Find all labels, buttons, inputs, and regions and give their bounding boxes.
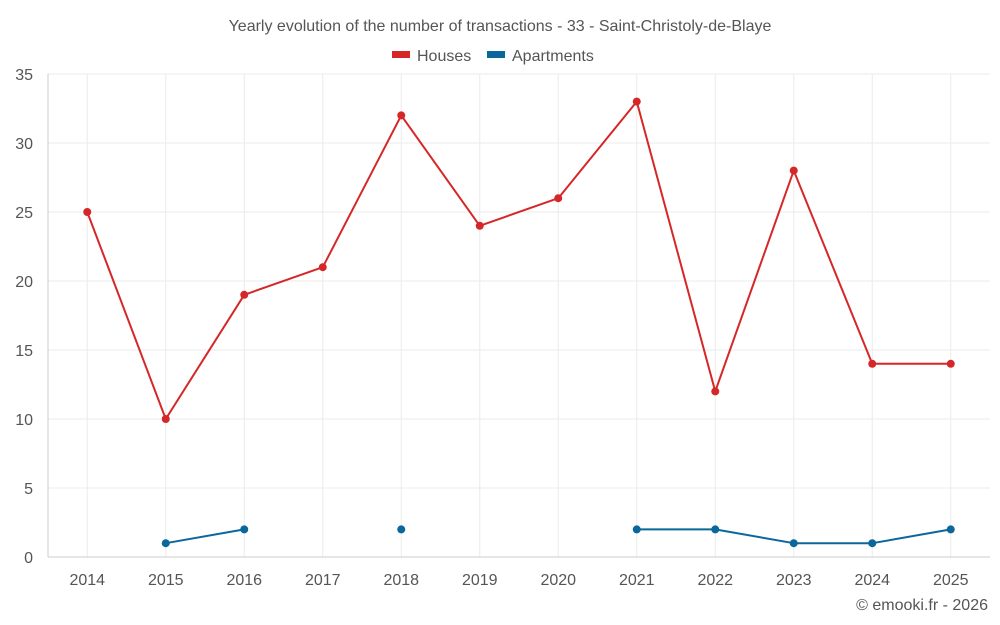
data-point-houses-2019[interactable] [475,221,484,230]
data-point-houses-2017[interactable] [318,263,327,272]
x-tick-label: 2021 [619,572,655,589]
data-point-houses-2024[interactable] [868,359,877,368]
data-point-houses-2020[interactable] [554,194,563,203]
series-houses [83,97,955,423]
x-tick-label: 2018 [383,572,419,589]
y-tick-label: 25 [15,205,33,222]
data-point-apartments-2018[interactable] [397,525,406,534]
data-point-houses-2015[interactable] [161,415,170,423]
credit-text: © emooki.fr - 2026 [856,597,988,614]
data-point-houses-2014[interactable] [83,208,92,216]
x-tick-label: 2017 [305,572,341,589]
y-tick-label: 5 [24,481,33,498]
y-tick-label: 30 [15,136,33,153]
legend-label: Houses [417,48,471,65]
data-point-apartments-2021[interactable] [632,525,641,534]
data-point-houses-2018[interactable] [397,111,406,120]
data-point-apartments-2022[interactable] [711,525,720,534]
y-tick-label: 20 [15,274,33,291]
x-tick-label: 2014 [69,572,105,589]
legend: Houses Apartments [392,48,594,65]
x-tick-label: 2019 [462,572,498,589]
legend-item-apartments[interactable]: Apartments [487,48,594,65]
data-point-houses-2025[interactable] [946,359,955,368]
x-tick-label: 2022 [697,572,733,589]
series-line-apartments [165,528,245,545]
x-tick-label: 2023 [776,572,812,589]
data-point-apartments-2023[interactable] [789,539,798,548]
legend-item-houses[interactable]: Houses [392,48,471,65]
data-point-apartments-2016[interactable] [240,525,249,534]
chart-title: Yearly evolution of the number of transa… [229,18,772,35]
data-point-houses-2021[interactable] [632,97,641,106]
y-tick-label: 0 [24,550,33,567]
y-tick-label: 15 [15,343,33,360]
legend-swatch [392,51,410,58]
y-tick-label: 35 [15,67,33,84]
data-point-houses-2022[interactable] [711,387,720,396]
data-point-apartments-2024[interactable] [868,539,877,548]
data-point-apartments-2015[interactable] [161,539,170,548]
x-tick-label: 2016 [226,572,262,589]
data-point-apartments-2025[interactable] [946,525,955,534]
series-line-houses [86,100,951,420]
x-axis: 2014 2015 2016 2017 2018 2019 2020 2021 2022 2023… [48,556,990,589]
x-tick-label: 2015 [148,572,184,589]
series-group [83,97,955,548]
x-tick-label: 2024 [854,572,890,589]
series-apartments [161,525,955,548]
x-tick-label: 2025 [933,572,969,589]
y-tick-label: 10 [15,412,33,429]
legend-swatch [487,51,505,58]
legend-label: Apartments [512,48,594,65]
data-point-houses-2023[interactable] [789,166,798,175]
y-axis: 0 5 10 15 20 25 30 35 [15,67,49,567]
x-tick-label: 2020 [540,572,576,589]
gridlines [48,73,990,558]
data-point-houses-2016[interactable] [240,290,249,299]
